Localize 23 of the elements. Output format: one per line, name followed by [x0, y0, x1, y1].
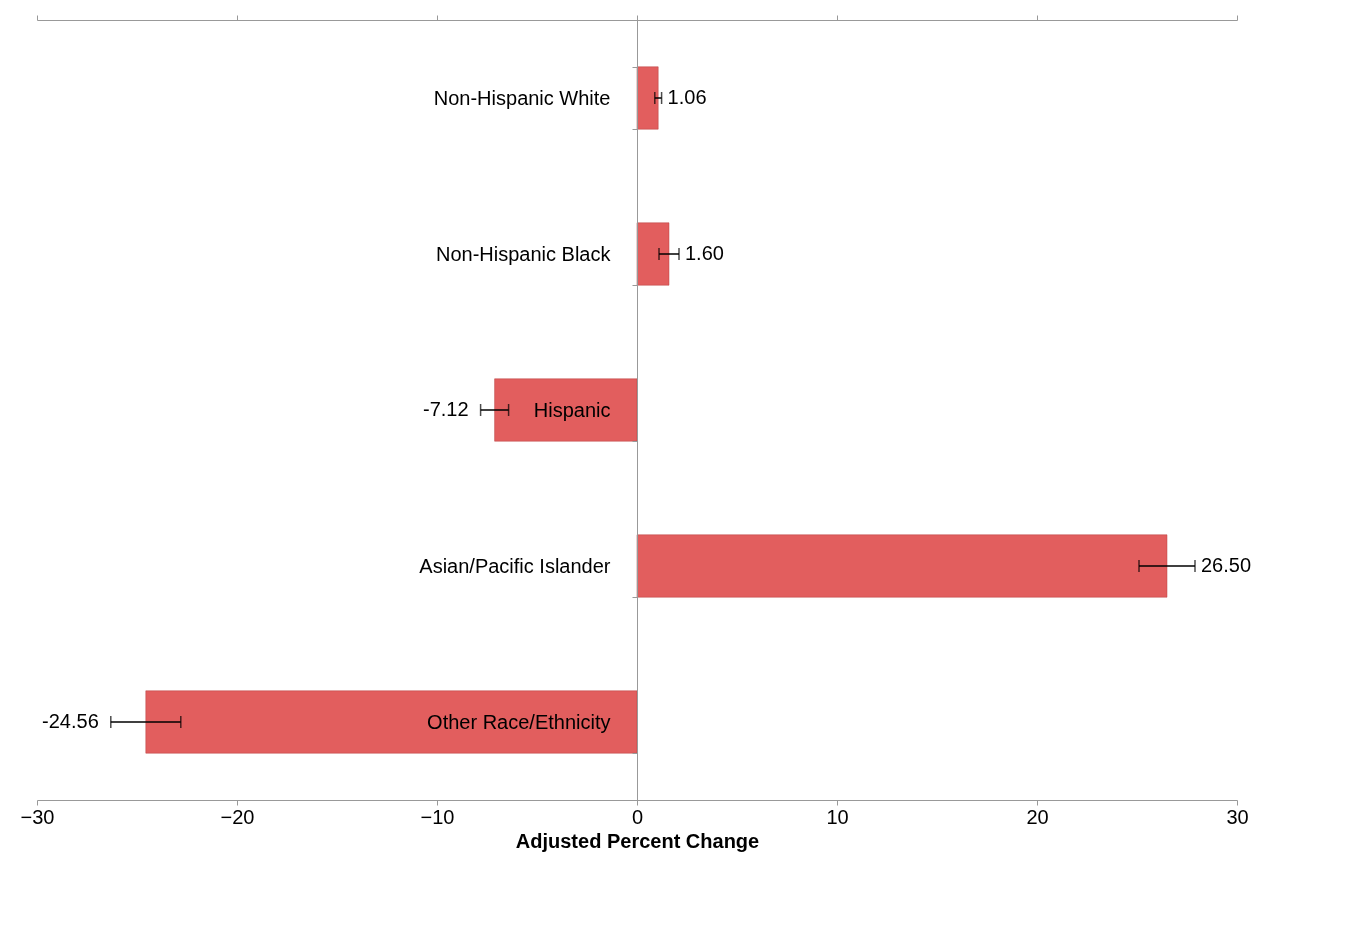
bar	[636, 66, 659, 130]
y-tick-label: Non-Hispanic White	[433, 86, 611, 109]
bar	[494, 378, 638, 442]
y-tick-label: Other Race/Ethnicity	[427, 710, 611, 733]
x-tick-label: −10	[420, 805, 455, 828]
x-axis-title: Adjusted Percent Change	[515, 829, 760, 852]
x-tick-label: −30	[20, 805, 55, 828]
data-label: -7.12	[423, 398, 469, 420]
x-tick-label: 10	[826, 805, 849, 828]
bar	[636, 534, 1168, 598]
x-tick-label: 30	[1226, 805, 1249, 828]
data-label: 1.60	[685, 242, 724, 264]
y-tick-label: Hispanic	[533, 398, 611, 421]
data-label: -24.56	[42, 710, 99, 732]
data-label: 1.06	[667, 86, 707, 108]
y-tick-label: Non-Hispanic Black	[435, 242, 612, 265]
bar	[636, 222, 670, 286]
y-tick-label: Asian/Pacific Islander	[419, 554, 611, 577]
x-tick-label: 0	[631, 805, 644, 828]
x-tick-label: 20	[1026, 805, 1049, 828]
x-tick-label: −20	[220, 805, 255, 828]
bar	[145, 690, 638, 754]
data-label: 26.50	[1201, 554, 1252, 576]
